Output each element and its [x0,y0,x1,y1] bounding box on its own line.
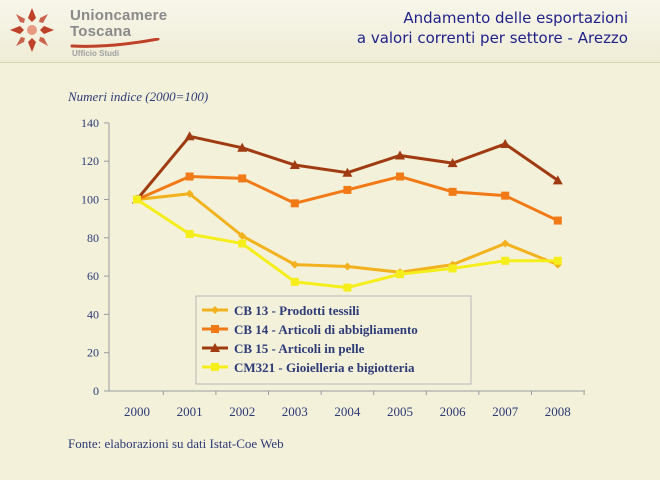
data-point [501,256,510,265]
data-point [185,172,194,181]
data-point [552,175,563,185]
data-point [290,277,299,286]
unioncamere-logo-icon [10,8,54,52]
data-point [448,187,457,196]
series-line-4 [136,198,558,290]
page-title-line2: a valori correnti per settore - Arezzo [356,29,628,47]
source-note: Fonte: elaborazioni su dati Istat-Coe We… [68,436,284,451]
data-point [185,189,194,198]
legend-swatch-marker [211,306,219,314]
x-tick-label: 2008 [545,404,571,419]
legend-swatch-marker [211,363,219,371]
legend-entry: CM321 - Gioielleria e bigiotteria [234,360,415,375]
legend-swatch-marker [210,343,220,352]
data-point [501,239,510,248]
y-tick-label: 20 [87,346,99,360]
legend-box [195,295,472,385]
data-point [343,262,352,271]
line-chart: Numeri indice (2000=100) 0 20 40 60 80 100 120 1… [67,89,585,419]
data-point [396,270,404,279]
data-point [553,216,562,225]
data-point [133,195,141,204]
organization-name: Unioncamere Toscana [70,8,167,40]
y-tick-label: 120 [81,154,99,168]
y-tick-label: 80 [87,231,99,245]
x-tick-label: 2004 [334,404,361,419]
data-point [343,185,352,194]
data-point [396,172,404,181]
data-point [448,264,457,273]
data-point [395,150,405,160]
y-tick-label: 40 [87,307,99,321]
data-point [289,160,300,170]
x-tick-label: 2007 [492,404,519,419]
x-tick-label: 2001 [177,404,203,419]
data-point [184,131,195,141]
data-point [501,191,510,200]
data-point [342,167,353,177]
data-point [237,142,248,152]
data-point [290,199,299,208]
logo-swoosh-icon [70,38,160,48]
legend-entry: CB 13 - Prodotti tessili [234,303,360,318]
org-subtitle: Ufficio Studi [72,49,120,58]
series-line-1 [136,192,559,274]
legend-entry: CB 15 - Articoli in pelle [234,341,365,356]
y-tick-label: 0 [93,384,99,398]
data-point [238,231,247,240]
y-tick-label: 100 [81,193,99,207]
data-point [447,158,458,168]
x-tick-label: 2005 [387,404,413,419]
data-point [500,138,511,148]
x-tick-label: 2006 [440,404,467,419]
page-title-line1: Andamento delle esportazioni [403,9,628,27]
series-line-2 [136,175,559,222]
data-point [238,239,247,248]
data-point [238,174,247,183]
org-name-line2: Toscana [70,23,132,40]
data-point [343,283,352,292]
data-point [553,256,562,265]
data-point [290,260,299,269]
page-title: Andamento delle esportazioni a valori co… [357,8,628,48]
y-axis-label: Numeri indice (2000=100) [67,89,208,104]
y-tick-label: 140 [81,116,99,130]
legend-entry: CB 14 - Articoli di abbigliamento [234,322,418,337]
x-tick-label: 2002 [229,404,255,419]
org-name-line1: Unioncamere [70,7,168,24]
x-tick-label: 2003 [282,404,308,419]
header-bar: Unioncamere Toscana Ufficio Studi Andame… [0,0,660,63]
data-point [185,229,194,238]
y-tick-label: 60 [87,269,99,283]
x-tick-label: 2000 [124,404,150,419]
legend-swatch-marker [211,325,219,333]
